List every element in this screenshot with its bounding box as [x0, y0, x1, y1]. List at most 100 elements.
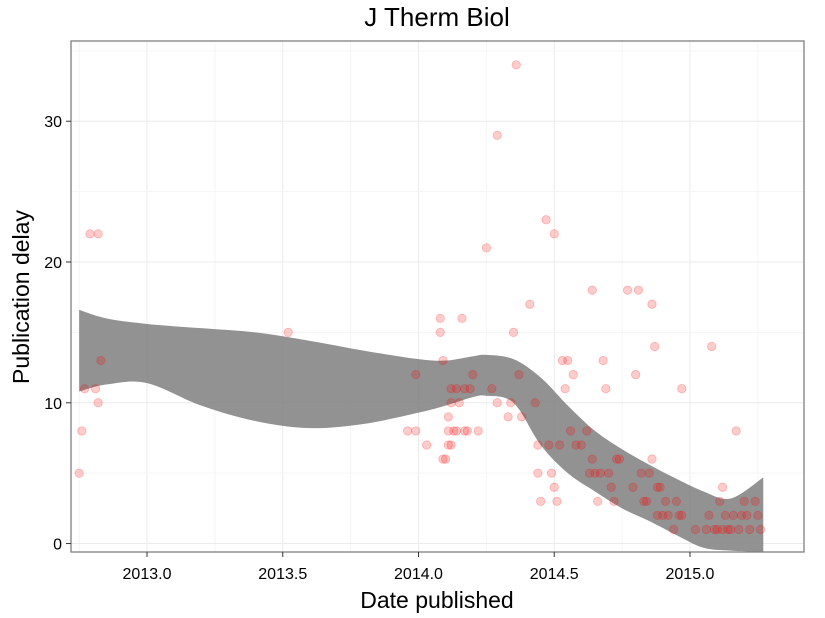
data-point — [443, 426, 453, 436]
data-point — [726, 524, 736, 535]
data-point — [658, 510, 668, 520]
data-point — [704, 510, 714, 520]
data-point — [503, 412, 513, 422]
data-point — [612, 454, 622, 464]
data-point — [422, 440, 432, 450]
data-point — [717, 482, 728, 492]
data-point — [443, 412, 453, 422]
data-point — [544, 440, 554, 450]
x-tick-label: 2013.5 — [258, 566, 307, 583]
data-point — [723, 524, 733, 535]
data-point — [449, 426, 459, 436]
data-point — [85, 229, 95, 239]
data-point — [709, 524, 720, 535]
data-point — [441, 454, 451, 464]
data-point — [438, 355, 448, 366]
data-point — [506, 398, 516, 408]
data-point — [446, 440, 456, 450]
data-point — [74, 468, 84, 478]
data-point — [481, 243, 491, 253]
data-point — [593, 496, 603, 506]
data-point — [403, 426, 413, 436]
data-point — [487, 384, 497, 394]
data-point — [492, 130, 502, 140]
data-point — [660, 496, 671, 506]
data-point — [451, 384, 462, 394]
data-point — [734, 524, 744, 535]
data-point — [650, 341, 660, 352]
panel-border — [70, 40, 805, 553]
data-point — [533, 468, 543, 478]
data-point — [546, 468, 557, 478]
data-point — [582, 426, 592, 436]
data-point — [468, 370, 478, 380]
data-point — [728, 510, 739, 520]
data-point — [712, 524, 722, 535]
y-tick-label: 10 — [44, 396, 62, 413]
data-point — [555, 440, 565, 450]
data-point — [454, 398, 464, 408]
data-point — [536, 496, 546, 506]
data-point — [587, 285, 597, 295]
plot-panel — [71, 41, 804, 552]
data-point — [639, 496, 649, 506]
data-point — [460, 426, 470, 436]
data-point — [514, 370, 524, 380]
chart-title: J Therm Biol — [364, 2, 509, 32]
data-point — [93, 229, 103, 239]
data-point — [671, 496, 682, 506]
data-point — [739, 496, 749, 506]
data-point — [598, 355, 608, 366]
data-point — [565, 426, 576, 436]
data-point — [636, 468, 646, 478]
data-point — [652, 482, 663, 492]
data-point — [631, 370, 641, 380]
data-point — [633, 285, 643, 295]
data-point — [641, 496, 652, 506]
data-point — [609, 496, 619, 506]
data-point — [753, 510, 763, 520]
x-tick-label: 2015.0 — [666, 566, 715, 583]
data-point — [462, 426, 472, 436]
data-point — [435, 327, 445, 337]
y-tick-label: 30 — [44, 114, 62, 131]
data-point — [595, 468, 605, 478]
data-point — [508, 327, 519, 337]
data-point — [549, 229, 559, 239]
data-point — [603, 468, 614, 478]
y-axis-label: Publication delay — [8, 210, 34, 384]
data-point — [614, 454, 624, 464]
data-point — [690, 524, 701, 535]
points-layer — [74, 60, 766, 535]
data-point — [283, 327, 293, 337]
smooth-confidence-band — [79, 309, 764, 552]
y-tick-label: 20 — [44, 255, 62, 272]
data-point — [663, 510, 673, 520]
data-point — [517, 412, 527, 422]
data-point — [755, 524, 766, 535]
data-point — [587, 454, 597, 464]
x-axis-label: Date published — [360, 587, 513, 613]
data-point — [571, 440, 581, 450]
data-point — [90, 384, 101, 394]
x-tick-label: 2014.0 — [394, 566, 443, 583]
data-point — [473, 426, 483, 436]
data-point — [731, 426, 741, 436]
data-point — [552, 496, 562, 506]
data-point — [576, 440, 586, 450]
data-point — [652, 510, 663, 520]
data-point — [590, 468, 600, 478]
data-point — [647, 454, 657, 464]
data-point — [655, 482, 665, 492]
data-point — [525, 299, 535, 309]
data-point — [707, 341, 717, 352]
data-point — [96, 355, 106, 366]
data-point — [443, 440, 453, 450]
data-point — [644, 468, 654, 478]
data-point — [411, 370, 421, 380]
data-point — [549, 482, 559, 492]
data-point — [557, 355, 567, 366]
data-point — [511, 60, 521, 70]
data-point — [563, 355, 573, 366]
